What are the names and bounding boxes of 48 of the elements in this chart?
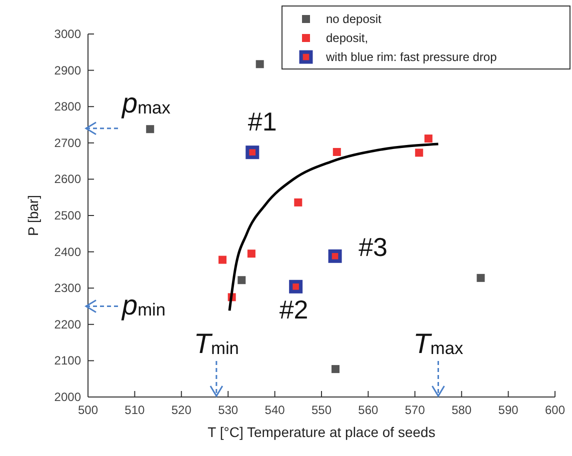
y-tick-label: 2100 bbox=[54, 354, 82, 368]
point bbox=[424, 134, 432, 143]
y-tick-label: 2500 bbox=[54, 208, 82, 222]
x-tick-label: 510 bbox=[124, 403, 146, 417]
x-tick-label: 550 bbox=[311, 403, 332, 417]
annotation: #2 bbox=[279, 294, 308, 325]
legend-label: no deposit bbox=[326, 12, 382, 26]
ref-line-label: Tmin bbox=[194, 328, 239, 359]
point bbox=[332, 365, 340, 374]
y-axis-title: P [bar] bbox=[25, 195, 41, 236]
point bbox=[256, 60, 264, 68]
y-tick-label: 2300 bbox=[54, 281, 82, 296]
x-tick-label: 570 bbox=[404, 403, 426, 417]
point bbox=[415, 148, 424, 157]
y-tick-label: 3000 bbox=[54, 27, 82, 41]
point bbox=[218, 256, 226, 264]
x-axis-title: T [°C] Temperature at place of seeds bbox=[208, 424, 436, 440]
x-tick-label: 560 bbox=[358, 403, 379, 417]
point bbox=[146, 125, 154, 134]
annotation: #1 bbox=[248, 106, 277, 136]
point bbox=[332, 148, 341, 156]
ref-line-label: pmax bbox=[121, 87, 171, 118]
y-tick-label: 2900 bbox=[54, 63, 82, 78]
y-tick-label: 2800 bbox=[54, 100, 82, 114]
annotation: #3 bbox=[358, 232, 388, 262]
x-tick-label: 530 bbox=[218, 403, 238, 417]
legend-label: with blue rim: fast pressure drop bbox=[325, 50, 498, 64]
point bbox=[476, 274, 485, 282]
point bbox=[238, 276, 246, 284]
point bbox=[247, 250, 256, 258]
point bbox=[246, 146, 260, 160]
x-tick-label: 540 bbox=[264, 403, 286, 417]
legend-label: deposit, bbox=[326, 31, 368, 45]
y-tick-label: 2700 bbox=[54, 136, 82, 150]
x-tick-label: 590 bbox=[498, 403, 519, 417]
point bbox=[328, 249, 342, 263]
x-tick-label: 600 bbox=[544, 403, 566, 417]
x-tick-label: 580 bbox=[452, 403, 472, 417]
point bbox=[294, 198, 302, 206]
y-tick-label: 2400 bbox=[54, 244, 82, 259]
ref-line-label: pmin bbox=[121, 289, 166, 320]
point bbox=[289, 280, 303, 294]
x-tick-label: 520 bbox=[171, 403, 192, 417]
x-tick-label: 500 bbox=[78, 403, 98, 417]
y-tick-label: 2600 bbox=[54, 172, 82, 186]
y-tick-label: 2200 bbox=[54, 317, 82, 332]
y-tick-label: 2000 bbox=[54, 390, 82, 404]
ref-line-label: Tmax bbox=[413, 328, 464, 359]
